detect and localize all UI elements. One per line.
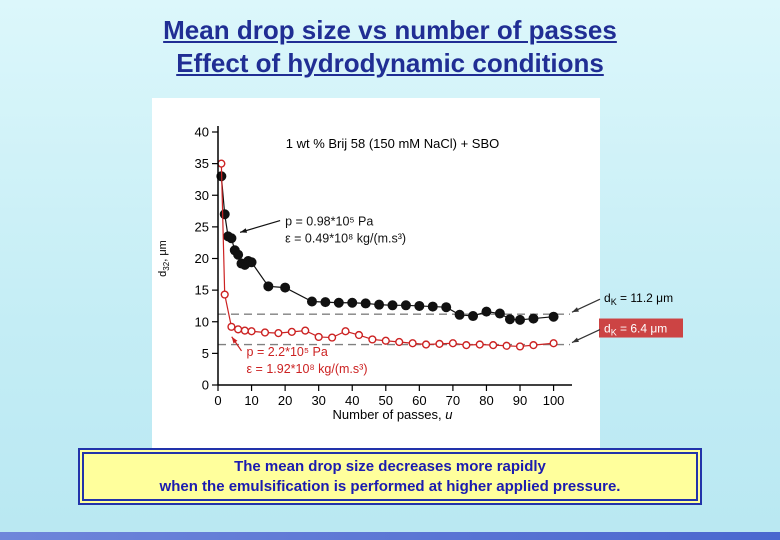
svg-text:25: 25 <box>195 219 209 234</box>
bottom-bar <box>0 532 780 540</box>
svg-text:35: 35 <box>195 156 209 171</box>
title-line-2: Effect of hydrodynamic conditions <box>176 47 604 78</box>
svg-text:30: 30 <box>195 188 209 203</box>
svg-text:ε = 0.49*10⁸ kg/(m.s³): ε = 0.49*10⁸ kg/(m.s³) <box>285 232 406 246</box>
svg-text:70: 70 <box>446 393 460 408</box>
svg-text:ε = 1.92*10⁸ kg/(m.s³): ε = 1.92*10⁸ kg/(m.s³) <box>247 362 368 376</box>
svg-text:60: 60 <box>412 393 426 408</box>
svg-text:40: 40 <box>195 125 209 140</box>
svg-text:20: 20 <box>195 251 209 266</box>
svg-text:d32, μm: d32, μm <box>157 240 171 277</box>
svg-text:p = 2.2*10⁵ Pa: p = 2.2*10⁵ Pa <box>247 345 328 359</box>
caption-line-2: when the emulsification is performed at … <box>159 477 621 495</box>
svg-text:15: 15 <box>195 283 209 298</box>
svg-text:80: 80 <box>479 393 493 408</box>
drop-size-chart: 0 5 10 15 20 25 30 35 40 0 10 20 30 40 50 60 70 80 90 100 1 … <box>152 98 683 448</box>
svg-text:20: 20 <box>278 393 292 408</box>
svg-text:0: 0 <box>214 393 221 408</box>
svg-text:10: 10 <box>244 393 258 408</box>
title-line-1: Mean drop size vs number of passes <box>163 15 617 45</box>
svg-text:0: 0 <box>202 378 209 393</box>
svg-text:30: 30 <box>311 393 325 408</box>
svg-text:50: 50 <box>379 393 393 408</box>
caption-line-1: The mean drop size decreases more rapidl… <box>234 458 546 475</box>
svg-text:Number of passes, u: Number of passes, u <box>333 407 453 422</box>
svg-text:p = 0.98*10⁵ Pa: p = 0.98*10⁵ Pa <box>285 215 373 229</box>
svg-text:40: 40 <box>345 393 359 408</box>
svg-text:5: 5 <box>202 346 209 361</box>
caption-inner: The mean drop size decreases more rapidl… <box>82 452 698 501</box>
chart-area: 0 5 10 15 20 25 30 35 40 0 10 20 30 40 50 60 70 80 90 100 1 … <box>152 98 684 448</box>
svg-text:100: 100 <box>543 393 565 408</box>
svg-text:10: 10 <box>195 314 209 329</box>
svg-text:dK = 11.2 μm: dK = 11.2 μm <box>604 291 673 307</box>
svg-text:dK = 6.4 μm: dK = 6.4 μm <box>604 322 667 338</box>
caption-box: The mean drop size decreases more rapidl… <box>78 448 702 505</box>
svg-text:90: 90 <box>513 393 527 408</box>
slide-title: Mean drop size vs number of passes Effec… <box>0 14 780 79</box>
svg-text:1 wt % Brij 58 (150 mM NaCl) +: 1 wt % Brij 58 (150 mM NaCl) + SBO <box>286 136 499 151</box>
